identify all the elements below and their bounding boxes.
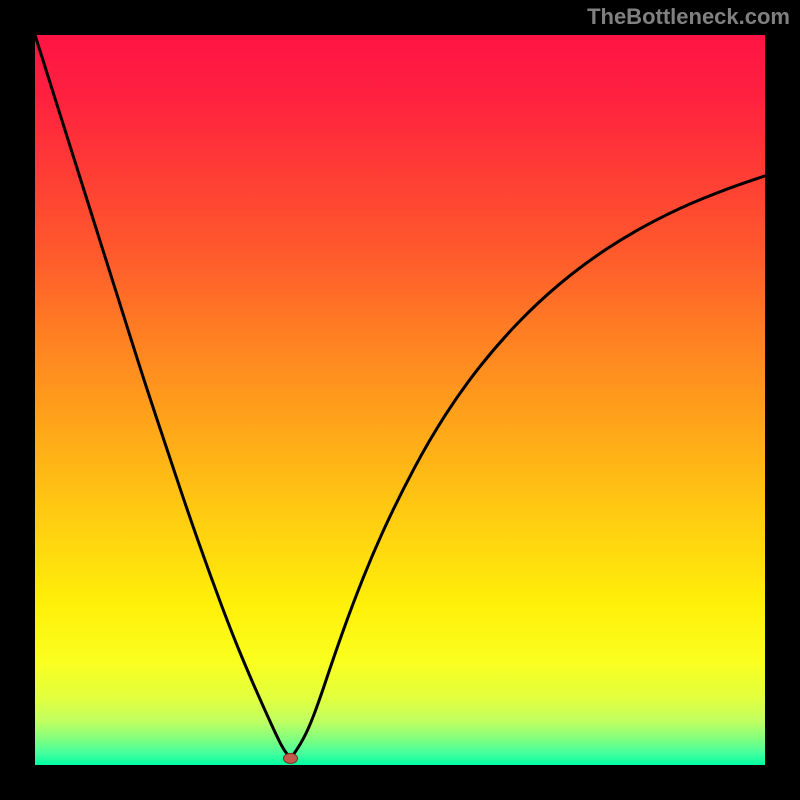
chart-container: TheBottleneck.com <box>0 0 800 800</box>
minimum-marker <box>284 753 298 763</box>
plot-background <box>35 35 765 765</box>
watermark-text: TheBottleneck.com <box>587 4 790 30</box>
bottleneck-chart <box>0 0 800 800</box>
